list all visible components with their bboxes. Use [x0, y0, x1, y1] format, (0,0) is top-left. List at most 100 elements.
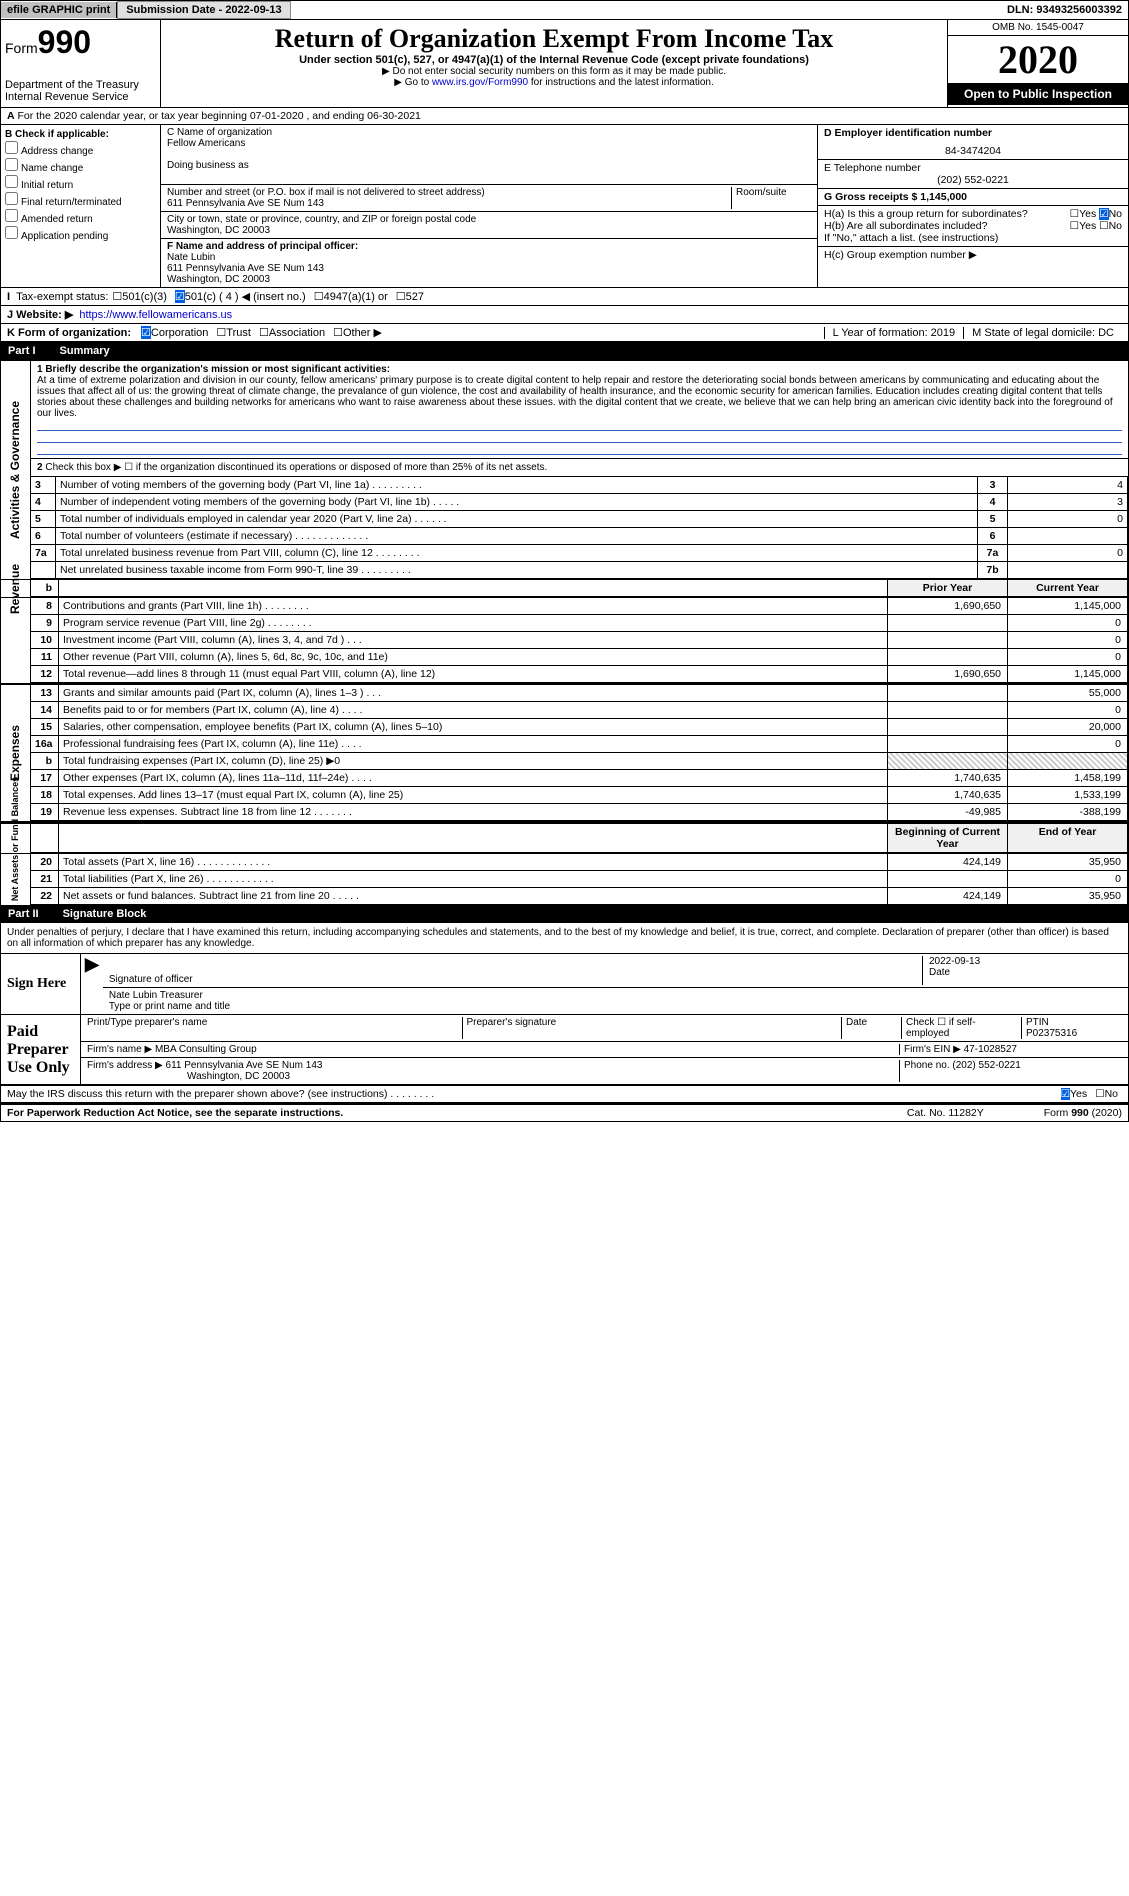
ssn-note: ▶ Do not enter social security numbers o… [165, 66, 943, 77]
line-desc: Total revenue—add lines 8 through 11 (mu… [59, 666, 888, 683]
line-desc: Total number of volunteers (estimate if … [56, 528, 978, 545]
column-d: D Employer identification number84-34742… [818, 125, 1128, 287]
phone: (202) 552-0221 [824, 174, 1122, 186]
line-desc: Contributions and grants (Part VIII, lin… [59, 598, 888, 615]
prior-val [888, 871, 1008, 888]
beg-year-header: Beginning of Current Year [888, 824, 1008, 853]
check-527[interactable]: ☐ 527 [396, 290, 424, 303]
current-val: 0 [1008, 649, 1128, 666]
irs-link[interactable]: www.irs.gov/Form990 [432, 77, 528, 88]
line-box: 7b [978, 562, 1008, 579]
prior-val: 1,740,635 [888, 770, 1008, 787]
current-val: 35,950 [1008, 854, 1128, 871]
line-desc: Investment income (Part VIII, column (A)… [59, 632, 888, 649]
check-trust[interactable]: ☐ Trust [216, 326, 251, 339]
check-initial[interactable]: Initial return [5, 175, 156, 191]
line-num [31, 562, 56, 579]
website-row: J Website: ▶ https://www.fellowamericans… [0, 306, 1129, 324]
instructions-note: ▶ Go to www.irs.gov/Form990 for instruct… [165, 77, 943, 88]
line-desc: Benefits paid to or for members (Part IX… [59, 702, 888, 719]
check-other[interactable]: ☐ Other ▶ [333, 326, 382, 339]
line-num: 18 [31, 787, 59, 804]
check-final[interactable]: Final return/terminated [5, 192, 156, 208]
line-val [1008, 528, 1128, 545]
form-header: Form990 Department of the TreasuryIntern… [0, 20, 1129, 108]
line-box: 7a [978, 545, 1008, 562]
check-assoc[interactable]: ☐ Association [259, 326, 325, 339]
prior-val [888, 632, 1008, 649]
check-address[interactable]: Address change [5, 141, 156, 157]
line-num: 4 [31, 494, 56, 511]
main-info-grid: B Check if applicable: Address change Na… [0, 125, 1129, 288]
officer-name: Nate Lubin [167, 252, 811, 263]
org-city: Washington, DC 20003 [167, 225, 811, 236]
check-name[interactable]: Name change [5, 158, 156, 174]
sign-date: 2022-09-13 [929, 956, 1122, 967]
line-num: 19 [31, 804, 59, 821]
sidebar-expenses: Expenses [9, 725, 23, 781]
firm-ein: 47-1028527 [964, 1044, 1017, 1055]
line-desc: Total number of individuals employed in … [56, 511, 978, 528]
line-desc: Salaries, other compensation, employee b… [59, 719, 888, 736]
sidebar-netassets: Net Assets or Fund Balances [11, 776, 21, 900]
current-val: 55,000 [1008, 685, 1128, 702]
discuss-row: May the IRS discuss this return with the… [0, 1086, 1129, 1103]
end-year-header: End of Year [1008, 824, 1128, 853]
line-num: 15 [31, 719, 59, 736]
line-val: 3 [1008, 494, 1128, 511]
domicile: M State of legal domicile: DC [963, 327, 1122, 339]
tax-status-row: ITax-exempt status: ☐ 501(c)(3) ☑ 501(c)… [0, 288, 1129, 306]
check-501c[interactable]: ☑ 501(c) ( 4 ) ◀ (insert no.) [175, 290, 306, 303]
line-desc: Other expenses (Part IX, column (A), lin… [59, 770, 888, 787]
check-corp[interactable]: ☑ Corporation [141, 326, 208, 339]
line-num: 8 [31, 598, 59, 615]
line-num: 17 [31, 770, 59, 787]
prior-val [888, 649, 1008, 666]
column-c: C Name of organizationFellow AmericansDo… [161, 125, 818, 287]
discuss-no[interactable]: ☐ No [1095, 1088, 1118, 1100]
org-address: 611 Pennsylvania Ave SE Num 143 [167, 198, 731, 209]
line-box: 4 [978, 494, 1008, 511]
officer-name-title: Nate Lubin Treasurer [109, 990, 230, 1001]
line-desc: Other revenue (Part VIII, column (A), li… [59, 649, 888, 666]
current-val: 0 [1008, 702, 1128, 719]
form-subtitle: Under section 501(c), 527, or 4947(a)(1)… [165, 54, 943, 66]
line-num: 16a [31, 736, 59, 753]
gross-receipts: G Gross receipts $ 1,145,000 [824, 191, 967, 203]
perjury-statement: Under penalties of perjury, I declare th… [0, 923, 1129, 954]
prior-val: 1,740,635 [888, 787, 1008, 804]
check-amended[interactable]: Amended return [5, 209, 156, 225]
line-desc: Total fundraising expenses (Part IX, col… [59, 753, 888, 770]
prior-year-header: Prior Year [888, 580, 1008, 597]
check-501c3[interactable]: ☐ 501(c)(3) [112, 290, 167, 303]
line-box: 3 [978, 477, 1008, 494]
check-pending[interactable]: Application pending [5, 226, 156, 242]
discuss-yes[interactable]: ☑ Yes [1061, 1088, 1088, 1100]
line-box: 5 [978, 511, 1008, 528]
current-val: 1,533,199 [1008, 787, 1128, 804]
line-desc: Number of voting members of the governin… [56, 477, 978, 494]
line-desc: Professional fundraising fees (Part IX, … [59, 736, 888, 753]
current-val: 0 [1008, 871, 1128, 888]
check-4947[interactable]: ☐ 4947(a)(1) or [314, 290, 388, 303]
dln-label: DLN: 93493256003392 [1001, 2, 1128, 18]
prior-val [888, 719, 1008, 736]
line-val [1008, 562, 1128, 579]
ptin: P02375316 [1026, 1028, 1077, 1039]
form-title: Return of Organization Exempt From Incom… [165, 24, 943, 54]
firm-addr: 611 Pennsylvania Ave SE Num 143 [166, 1060, 323, 1071]
prior-val: 1,690,650 [888, 598, 1008, 615]
efile-label: efile GRAPHIC print [1, 2, 117, 18]
sidebar-revenue: Revenue [9, 563, 23, 613]
line-box: 6 [978, 528, 1008, 545]
firm-phone: (202) 552-0221 [952, 1060, 1020, 1071]
line-desc: Total assets (Part X, line 16) . . . . .… [59, 854, 888, 871]
prior-val [888, 736, 1008, 753]
website-link[interactable]: https://www.fellowamericans.us [79, 309, 232, 321]
form-ref: Form 990 (2020) [1044, 1107, 1122, 1119]
submission-date-button[interactable]: Submission Date - 2022-09-13 [117, 1, 290, 19]
current-year-header: Current Year [1008, 580, 1128, 597]
line-desc: Number of independent voting members of … [56, 494, 978, 511]
line-num: 10 [31, 632, 59, 649]
mission-text: At a time of extreme polarization and di… [37, 375, 1122, 419]
